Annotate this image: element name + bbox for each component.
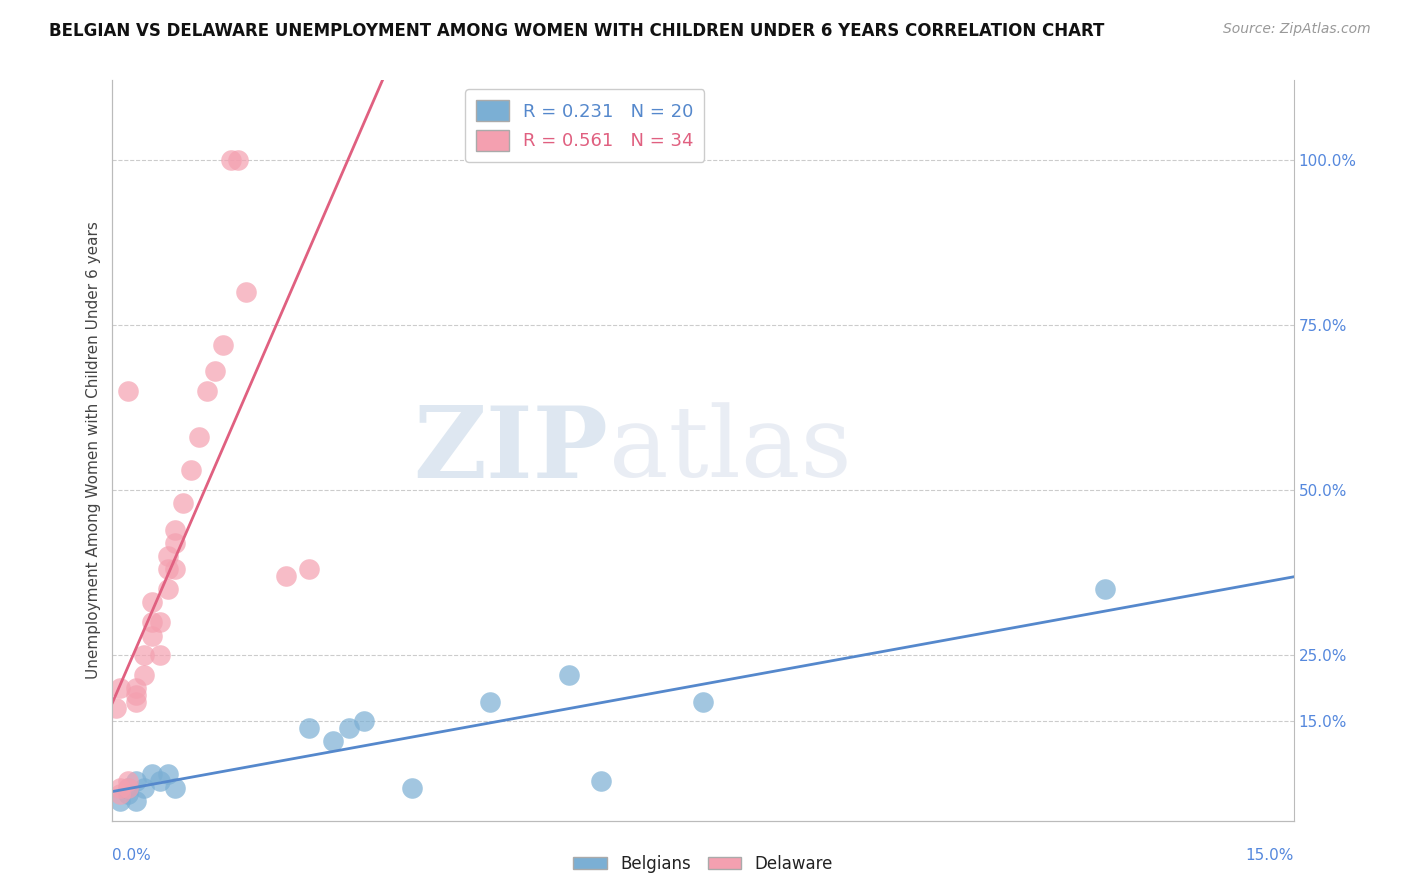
- Point: [117, 780, 139, 795]
- Point: [322, 734, 344, 748]
- Point: [337, 721, 360, 735]
- Point: [211, 337, 233, 351]
- Point: [165, 536, 187, 550]
- Point: [149, 648, 172, 663]
- Point: [180, 463, 202, 477]
- Point: [298, 562, 321, 576]
- Point: [132, 648, 155, 663]
- Point: [149, 615, 172, 630]
- Point: [156, 549, 179, 564]
- Point: [125, 688, 148, 702]
- Point: [110, 681, 132, 696]
- Point: [125, 794, 148, 808]
- Point: [558, 668, 581, 682]
- Point: [125, 681, 148, 696]
- Point: [228, 153, 250, 167]
- Point: [172, 496, 194, 510]
- Legend: R = 0.231   N = 20, R = 0.561   N = 34: R = 0.231 N = 20, R = 0.561 N = 34: [465, 89, 704, 161]
- Point: [110, 780, 132, 795]
- Text: BELGIAN VS DELAWARE UNEMPLOYMENT AMONG WOMEN WITH CHILDREN UNDER 6 YEARS CORRELA: BELGIAN VS DELAWARE UNEMPLOYMENT AMONG W…: [49, 22, 1105, 40]
- Text: Source: ZipAtlas.com: Source: ZipAtlas.com: [1223, 22, 1371, 37]
- Point: [204, 364, 226, 378]
- Point: [589, 774, 612, 789]
- Point: [274, 569, 297, 583]
- Point: [132, 668, 155, 682]
- Point: [165, 780, 187, 795]
- Point: [141, 767, 163, 781]
- Point: [156, 562, 179, 576]
- Point: [125, 695, 148, 709]
- Point: [132, 780, 155, 795]
- Point: [117, 780, 139, 795]
- Text: 0.0%: 0.0%: [112, 847, 152, 863]
- Point: [110, 794, 132, 808]
- Point: [110, 787, 132, 801]
- Point: [141, 615, 163, 630]
- Point: [117, 774, 139, 789]
- Point: [149, 774, 172, 789]
- Point: [141, 628, 163, 642]
- Point: [117, 787, 139, 801]
- Point: [125, 774, 148, 789]
- Point: [156, 767, 179, 781]
- Point: [235, 285, 257, 299]
- Point: [105, 701, 128, 715]
- Text: ZIP: ZIP: [413, 402, 609, 499]
- Point: [401, 780, 423, 795]
- Point: [353, 714, 375, 729]
- Legend: Belgians, Delaware: Belgians, Delaware: [567, 848, 839, 880]
- Point: [692, 695, 714, 709]
- Point: [165, 523, 187, 537]
- Point: [219, 153, 242, 167]
- Text: atlas: atlas: [609, 402, 851, 499]
- Point: [188, 430, 211, 444]
- Point: [1094, 582, 1116, 597]
- Point: [141, 595, 163, 609]
- Y-axis label: Unemployment Among Women with Children Under 6 years: Unemployment Among Women with Children U…: [86, 221, 101, 680]
- Point: [117, 384, 139, 398]
- Point: [195, 384, 218, 398]
- Text: 15.0%: 15.0%: [1246, 847, 1294, 863]
- Point: [479, 695, 502, 709]
- Point: [156, 582, 179, 597]
- Point: [298, 721, 321, 735]
- Point: [165, 562, 187, 576]
